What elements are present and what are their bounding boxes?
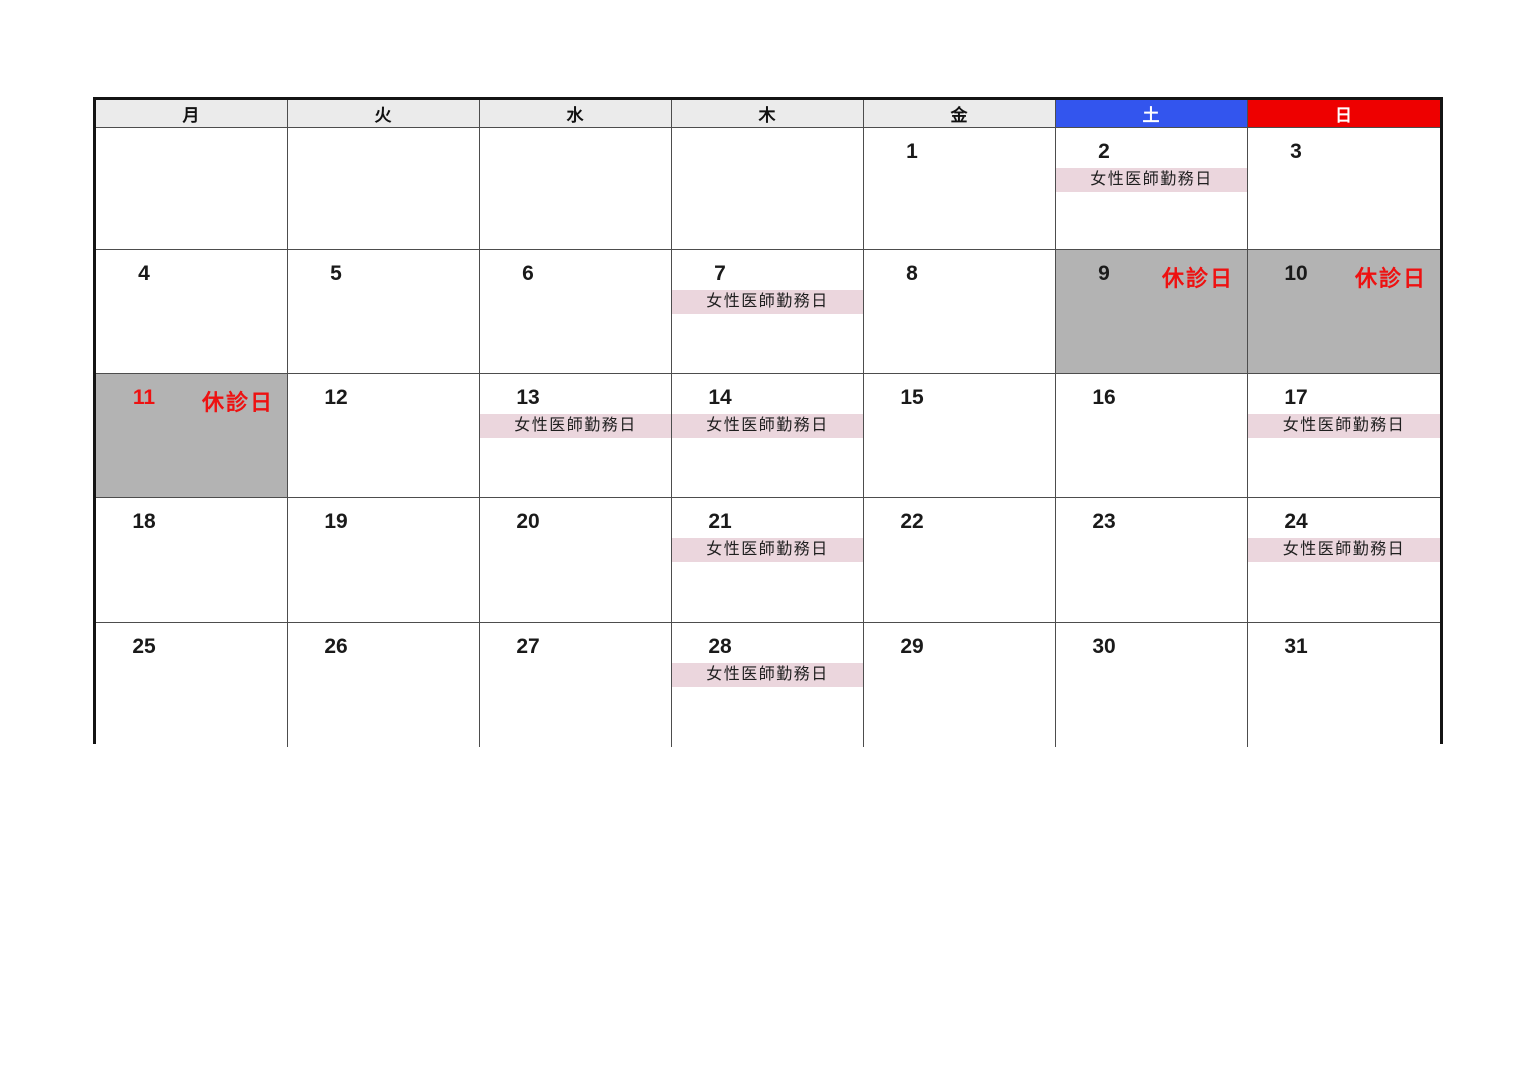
day-number: 10 — [1284, 262, 1308, 285]
day-number: 2 — [1098, 140, 1110, 163]
day-cell-empty — [288, 128, 480, 250]
day-cell-20: 20 — [480, 498, 672, 623]
day-number: 18 — [132, 510, 156, 533]
day-cell-23: 23 — [1056, 498, 1248, 623]
day-cell-1: 1 — [864, 128, 1056, 250]
day-number: 20 — [516, 510, 540, 533]
day-cell-7: 7 女性医師勤務日 — [672, 250, 864, 374]
female-doctor-day-band: 女性医師勤務日 — [672, 290, 863, 314]
day-cell-empty — [480, 128, 672, 250]
day-number: 19 — [324, 510, 348, 533]
closed-day-label: 休診日 — [201, 390, 274, 415]
female-doctor-day-band: 女性医師勤務日 — [480, 414, 671, 438]
day-cell-6: 6 — [480, 250, 672, 374]
weekday-label: 火 — [374, 106, 393, 125]
weekday-header-3: 木 — [672, 100, 864, 128]
weekday-header-1: 火 — [288, 100, 480, 128]
day-cell-13: 13 女性医師勤務日 — [480, 374, 672, 498]
day-cell-24: 24 女性医師勤務日 — [1248, 498, 1440, 623]
day-cell-22: 22 — [864, 498, 1056, 623]
day-number: 26 — [324, 635, 348, 658]
day-number: 15 — [900, 386, 924, 409]
female-doctor-day-band: 女性医師勤務日 — [1248, 538, 1440, 562]
day-cell-10: 10 休診日 — [1248, 250, 1440, 374]
day-cell-9: 9 休診日 — [1056, 250, 1248, 374]
day-cell-26: 26 — [288, 623, 480, 747]
day-number: 11 — [132, 386, 156, 409]
day-cell-empty — [96, 128, 288, 250]
day-cell-31: 31 — [1248, 623, 1440, 747]
weekday-header-0: 月 — [96, 100, 288, 128]
day-number: 14 — [708, 386, 732, 409]
day-cell-17: 17 女性医師勤務日 — [1248, 374, 1440, 498]
weekday-header-5: 土 — [1056, 100, 1248, 128]
day-number: 8 — [906, 262, 918, 285]
closed-day-label: 休診日 — [1354, 266, 1427, 291]
day-cell-29: 29 — [864, 623, 1056, 747]
day-cell-16: 16 — [1056, 374, 1248, 498]
weekday-label: 土 — [1142, 106, 1161, 125]
weekday-header-4: 金 — [864, 100, 1056, 128]
day-cell-21: 21 女性医師勤務日 — [672, 498, 864, 623]
day-number: 13 — [516, 386, 540, 409]
day-cell-empty — [672, 128, 864, 250]
day-number: 12 — [324, 386, 348, 409]
day-number: 27 — [516, 635, 540, 658]
day-number: 9 — [1098, 262, 1110, 285]
female-doctor-day-band: 女性医師勤務日 — [1056, 168, 1247, 192]
weekday-label: 日 — [1335, 106, 1353, 125]
weekday-label: 月 — [182, 106, 201, 125]
female-doctor-day-band: 女性医師勤務日 — [1248, 414, 1440, 438]
day-cell-5: 5 — [288, 250, 480, 374]
weekday-header-6: 日 — [1248, 100, 1440, 128]
day-cell-18: 18 — [96, 498, 288, 623]
day-number: 16 — [1092, 386, 1116, 409]
day-number: 23 — [1092, 510, 1116, 533]
day-number: 22 — [900, 510, 924, 533]
calendar-grid: 月火水木金土日 1 2 女性医師勤務日 3 4 5 6 7 女性医師勤務日 8 9 休診日 10 休診日 11… — [93, 97, 1443, 747]
day-number: 30 — [1092, 635, 1116, 658]
day-cell-12: 12 — [288, 374, 480, 498]
day-cell-3: 3 — [1248, 128, 1440, 250]
closed-day-label: 休診日 — [1161, 266, 1234, 291]
day-cell-2: 2 女性医師勤務日 — [1056, 128, 1248, 250]
day-cell-4: 4 — [96, 250, 288, 374]
day-number: 7 — [714, 262, 726, 285]
day-cell-15: 15 — [864, 374, 1056, 498]
female-doctor-day-band: 女性医師勤務日 — [672, 414, 863, 438]
monthly-calendar: 月火水木金土日 1 2 女性医師勤務日 3 4 5 6 7 女性医師勤務日 8 9 休診日 10 休診日 11… — [93, 97, 1443, 747]
day-cell-28: 28 女性医師勤務日 — [672, 623, 864, 747]
day-number: 24 — [1284, 510, 1308, 533]
weekday-label: 木 — [758, 106, 777, 125]
day-number: 25 — [132, 635, 156, 658]
day-cell-30: 30 — [1056, 623, 1248, 747]
female-doctor-day-band: 女性医師勤務日 — [672, 663, 863, 687]
day-number: 21 — [708, 510, 732, 533]
day-number: 3 — [1290, 140, 1302, 163]
day-cell-27: 27 — [480, 623, 672, 747]
female-doctor-day-band: 女性医師勤務日 — [672, 538, 863, 562]
day-number: 4 — [138, 262, 150, 285]
day-number: 29 — [900, 635, 924, 658]
weekday-header-2: 水 — [480, 100, 672, 128]
day-number: 6 — [522, 262, 534, 285]
weekday-label: 水 — [566, 106, 585, 125]
day-cell-25: 25 — [96, 623, 288, 747]
day-number: 17 — [1284, 386, 1308, 409]
weekday-label: 金 — [950, 106, 969, 125]
day-cell-19: 19 — [288, 498, 480, 623]
day-number: 5 — [330, 262, 342, 285]
day-number: 31 — [1284, 635, 1308, 658]
day-number: 1 — [906, 140, 918, 163]
day-cell-8: 8 — [864, 250, 1056, 374]
day-number: 28 — [708, 635, 732, 658]
day-cell-11: 11 休診日 — [96, 374, 288, 498]
day-cell-14: 14 女性医師勤務日 — [672, 374, 864, 498]
